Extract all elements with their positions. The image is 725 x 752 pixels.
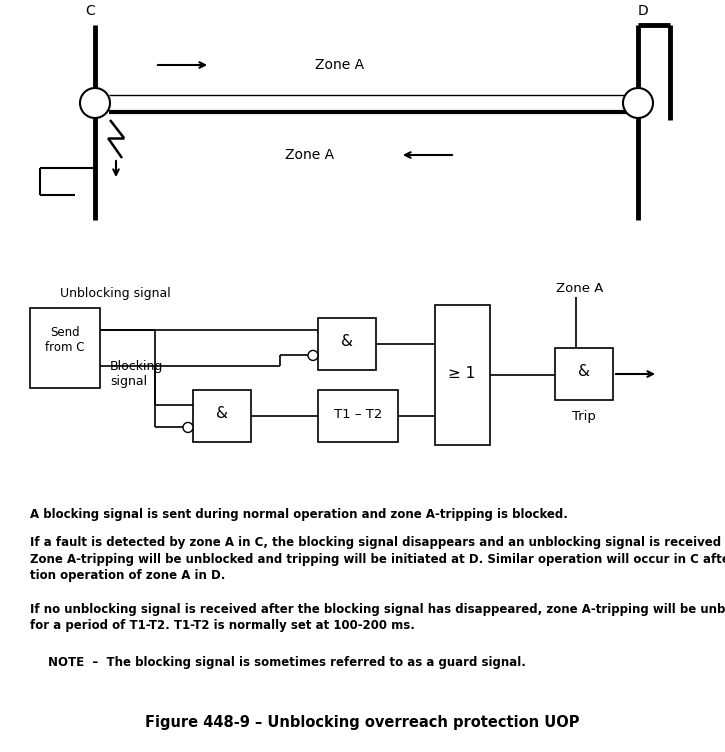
Text: If no unblocking signal is received after the blocking signal has disappeared, z: If no unblocking signal is received afte… [30,603,725,632]
Text: A blocking signal is sent during normal operation and zone A-tripping is blocked: A blocking signal is sent during normal … [30,508,568,521]
Text: Zone A: Zone A [556,282,604,295]
Bar [318,318,376,370]
Text: Unblocking signal: Unblocking signal [60,287,171,300]
Text: Trip: Trip [572,410,596,423]
Text: Zone A: Zone A [286,148,334,162]
Text: Figure 448-9 – Unblocking overreach protection UOP: Figure 448-9 – Unblocking overreach prot… [145,715,579,730]
Text: T1 – T2: T1 – T2 [334,408,382,420]
Circle shape [80,88,110,118]
Text: Send
from C: Send from C [45,326,85,354]
Bar [193,390,251,442]
Text: ≥ 1: ≥ 1 [448,365,476,381]
Bar [555,348,613,400]
Text: Zone A: Zone A [315,58,365,72]
Text: &: & [216,407,228,422]
Circle shape [308,350,318,360]
Text: D: D [637,4,648,18]
Bar [435,305,490,445]
Bar [30,308,100,388]
Circle shape [183,423,193,432]
Text: C: C [85,4,95,18]
Text: Blocking
signal: Blocking signal [110,360,163,388]
Circle shape [623,88,653,118]
Bar [318,390,398,442]
Text: If a fault is detected by zone A in C, the blocking signal disappears and an unb: If a fault is detected by zone A in C, t… [30,536,725,582]
Text: &: & [341,335,353,350]
Text: NOTE  –  The blocking signal is sometimes referred to as a guard signal.: NOTE – The blocking signal is sometimes … [48,656,526,669]
Text: &: & [578,365,590,380]
